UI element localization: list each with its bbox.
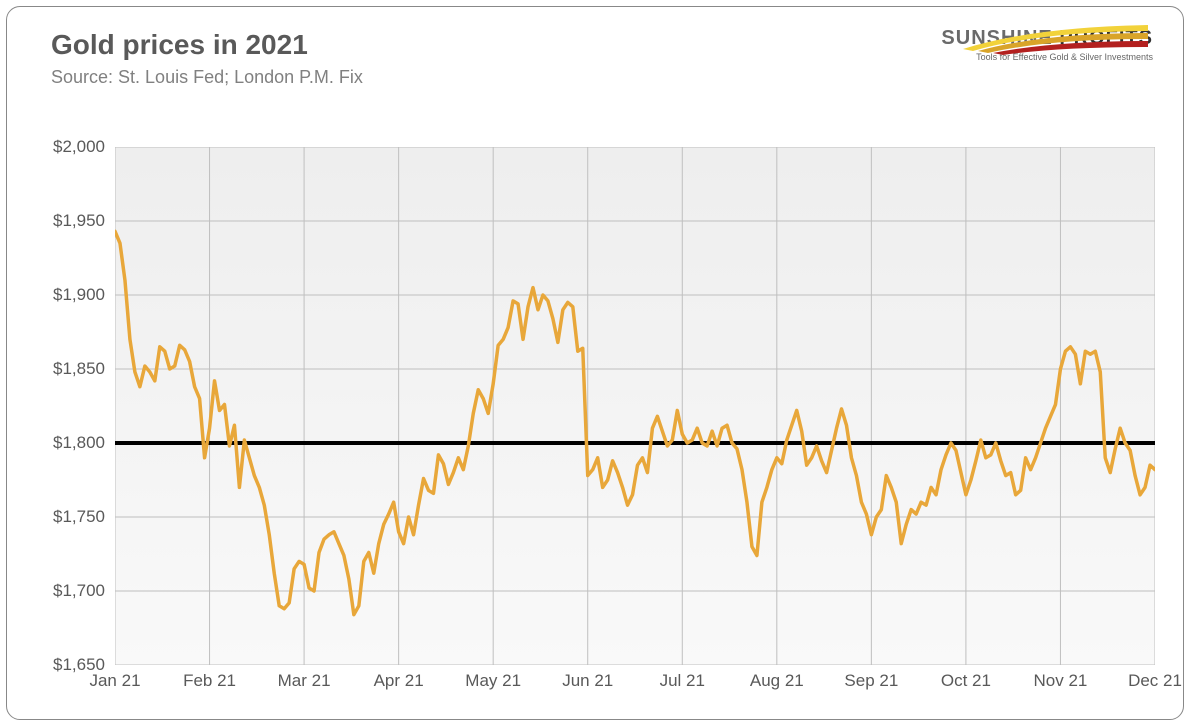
price-line bbox=[115, 231, 1155, 614]
logo-swoosh-icon bbox=[923, 19, 1153, 59]
x-tick-label: Jun 21 bbox=[562, 671, 613, 691]
x-tick-label: Aug 21 bbox=[750, 671, 804, 691]
x-tick-label: Dec 21 bbox=[1128, 671, 1182, 691]
y-tick-label: $1,950 bbox=[35, 211, 105, 231]
x-tick-label: May 21 bbox=[465, 671, 521, 691]
x-tick-label: Oct 21 bbox=[941, 671, 991, 691]
chart-subtitle: Source: St. Louis Fed; London P.M. Fix bbox=[51, 67, 363, 88]
chart-title: Gold prices in 2021 bbox=[51, 29, 308, 61]
y-tick-label: $1,750 bbox=[35, 507, 105, 527]
x-tick-label: Sep 21 bbox=[844, 671, 898, 691]
x-tick-label: Jan 21 bbox=[89, 671, 140, 691]
x-tick-label: Jul 21 bbox=[660, 671, 705, 691]
y-tick-label: $2,000 bbox=[35, 137, 105, 157]
x-tick-label: Nov 21 bbox=[1034, 671, 1088, 691]
y-tick-label: $1,900 bbox=[35, 285, 105, 305]
y-tick-label: $1,800 bbox=[35, 433, 105, 453]
y-tick-label: $1,700 bbox=[35, 581, 105, 601]
x-tick-label: Mar 21 bbox=[278, 671, 331, 691]
x-tick-label: Feb 21 bbox=[183, 671, 236, 691]
y-tick-label: $1,850 bbox=[35, 359, 105, 379]
chart-card: Gold prices in 2021 Source: St. Louis Fe… bbox=[6, 6, 1184, 720]
plot-area bbox=[115, 147, 1155, 665]
brand-logo: SUNSHINE PROFITS Tools for Effective Gol… bbox=[923, 27, 1153, 62]
x-tick-label: Apr 21 bbox=[374, 671, 424, 691]
plot-svg bbox=[115, 147, 1155, 665]
